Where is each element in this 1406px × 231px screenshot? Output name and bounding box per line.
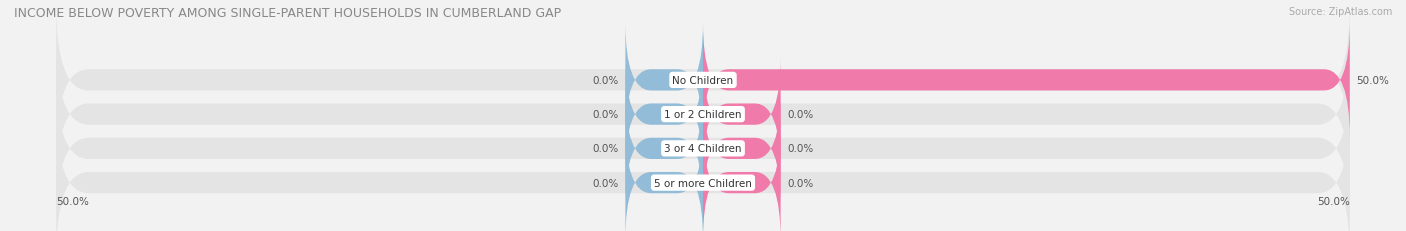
Text: Source: ZipAtlas.com: Source: ZipAtlas.com [1288,7,1392,17]
Text: 0.0%: 0.0% [593,144,619,154]
Text: 0.0%: 0.0% [787,110,813,120]
FancyBboxPatch shape [56,6,1350,155]
Text: 50.0%: 50.0% [56,197,89,207]
FancyBboxPatch shape [626,91,703,206]
Text: 0.0%: 0.0% [593,178,619,188]
Text: 3 or 4 Children: 3 or 4 Children [664,144,742,154]
Text: 0.0%: 0.0% [787,178,813,188]
Text: 50.0%: 50.0% [1357,76,1389,85]
FancyBboxPatch shape [626,125,703,231]
Text: 0.0%: 0.0% [593,110,619,120]
FancyBboxPatch shape [56,108,1350,231]
Text: 50.0%: 50.0% [1317,197,1350,207]
FancyBboxPatch shape [703,23,1350,138]
Text: INCOME BELOW POVERTY AMONG SINGLE-PARENT HOUSEHOLDS IN CUMBERLAND GAP: INCOME BELOW POVERTY AMONG SINGLE-PARENT… [14,7,561,20]
FancyBboxPatch shape [703,57,780,172]
Text: 1 or 2 Children: 1 or 2 Children [664,110,742,120]
FancyBboxPatch shape [703,125,780,231]
FancyBboxPatch shape [56,74,1350,223]
Text: 5 or more Children: 5 or more Children [654,178,752,188]
Text: 0.0%: 0.0% [787,144,813,154]
FancyBboxPatch shape [703,91,780,206]
FancyBboxPatch shape [626,57,703,172]
FancyBboxPatch shape [56,40,1350,189]
Text: 0.0%: 0.0% [593,76,619,85]
FancyBboxPatch shape [626,23,703,138]
Text: No Children: No Children [672,76,734,85]
